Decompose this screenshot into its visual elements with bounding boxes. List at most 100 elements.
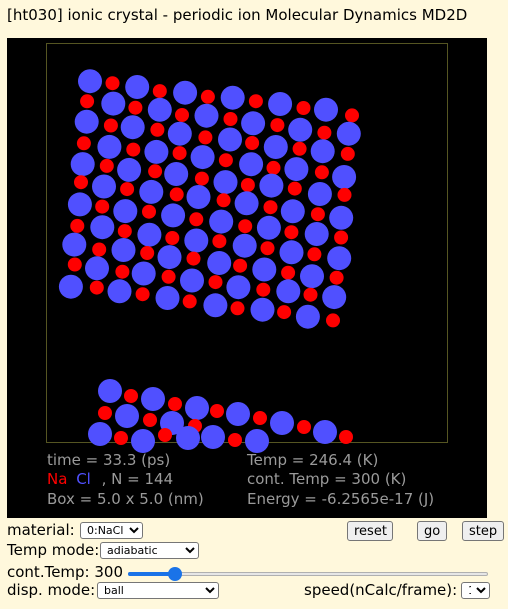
na-ion (120, 182, 135, 197)
cl-ion (252, 257, 277, 282)
simulation-canvas[interactable]: time = 33.3 (ps) Temp = 246.4 (K) Na Cl … (7, 38, 487, 518)
na-ion (240, 178, 255, 192)
cl-ion (90, 215, 115, 240)
cl-ion (125, 75, 150, 99)
na-ion (345, 108, 359, 123)
slider-fill (128, 572, 175, 576)
na-ion (140, 246, 155, 260)
disp-mode-label: disp. mode: (7, 581, 96, 599)
cl-ion (207, 251, 232, 275)
na-ion (310, 207, 325, 222)
cl-ion (117, 157, 142, 182)
material-select[interactable]: 0:NaCl (80, 522, 143, 539)
cl-ion (186, 185, 211, 209)
cl-ion (147, 97, 172, 122)
na-ion (284, 225, 299, 240)
cl-ion (218, 127, 242, 152)
na-ion (230, 301, 245, 316)
na-ion (186, 251, 201, 266)
cl-ion (111, 238, 136, 262)
time-readout: time = 33.3 (ps) (47, 451, 171, 469)
cl-ion (92, 174, 116, 199)
step-button[interactable]: step (462, 521, 504, 541)
na-ion (245, 136, 260, 150)
cl-ion (67, 192, 92, 217)
speed-label: speed(nCalc/frame): (304, 581, 458, 599)
cl-ion (270, 411, 294, 435)
cl-ion (314, 97, 338, 122)
cl-ion (307, 182, 332, 206)
cont-temp-slider[interactable] (128, 567, 488, 581)
cl-ion (213, 170, 238, 195)
cl-ion (176, 426, 200, 450)
na-ion (89, 280, 104, 295)
species-legend: Na Cl , N = 144 (47, 470, 173, 488)
na-ion (334, 230, 349, 245)
cl-ion (74, 109, 99, 134)
temp-mode-select[interactable]: adiabatic (100, 542, 199, 559)
particle-view (46, 43, 448, 453)
cl-ion (185, 396, 209, 420)
na-ion (115, 264, 130, 279)
slider-track (128, 572, 488, 576)
slider-thumb[interactable] (167, 567, 182, 581)
temp-mode-label: Temp mode: (7, 541, 100, 559)
na-ion (114, 431, 128, 445)
na-ion (210, 404, 224, 418)
na-ion (303, 287, 318, 302)
na-ion (126, 142, 141, 157)
page-title: [ht030] ionic crystal - periodic ion Mol… (7, 6, 468, 24)
na-ion (172, 146, 187, 161)
cl-ion (332, 165, 357, 189)
na-ion (80, 94, 95, 109)
na-ion (281, 265, 296, 280)
na-ion (161, 269, 176, 284)
cl-ion (62, 232, 87, 257)
na-ion (76, 136, 91, 151)
na-ion (263, 200, 278, 215)
cl-ion (295, 304, 320, 329)
na-ion (194, 171, 209, 186)
cl-ion (250, 297, 275, 322)
ions-layer (58, 69, 361, 453)
na-ion (92, 242, 107, 257)
na-ion (212, 234, 227, 249)
na-ion (70, 218, 85, 233)
na-ion (314, 165, 329, 180)
disp-mode-select[interactable]: ball (97, 582, 219, 599)
na-ion (150, 122, 165, 137)
na-ion (148, 164, 163, 179)
cl-ion (194, 103, 219, 128)
cl-ion (144, 139, 169, 164)
na-ion (260, 241, 275, 256)
cl-ion (322, 285, 347, 310)
na-ion (152, 84, 167, 99)
cl-ion (173, 80, 198, 105)
cl-ion (234, 191, 259, 216)
na-ion (105, 76, 120, 91)
na-ion (326, 313, 340, 328)
cl-ion (141, 387, 165, 411)
cl-ion (120, 115, 145, 140)
na-ion (233, 258, 248, 273)
na-ion (168, 397, 182, 411)
na-ion (270, 118, 285, 133)
na-ion (296, 101, 311, 115)
na-ion (253, 411, 267, 425)
box-size-readout: Box = 5.0 x 5.0 (nm) (47, 490, 204, 508)
cl-ion (131, 429, 155, 453)
na-ion (135, 287, 150, 302)
cl-ion (226, 402, 250, 426)
na-ion (95, 199, 110, 214)
na-ion (198, 130, 213, 145)
cl-ion (88, 422, 112, 446)
na-ion (200, 89, 215, 104)
go-button[interactable]: go (417, 521, 447, 541)
cl-ion (336, 121, 361, 146)
reset-button[interactable]: reset (347, 521, 393, 541)
speed-select[interactable]: 1 (461, 582, 490, 599)
na-ion (74, 175, 88, 190)
na-ion (307, 247, 322, 262)
na-ion (124, 389, 138, 403)
cl-ion (280, 199, 305, 224)
